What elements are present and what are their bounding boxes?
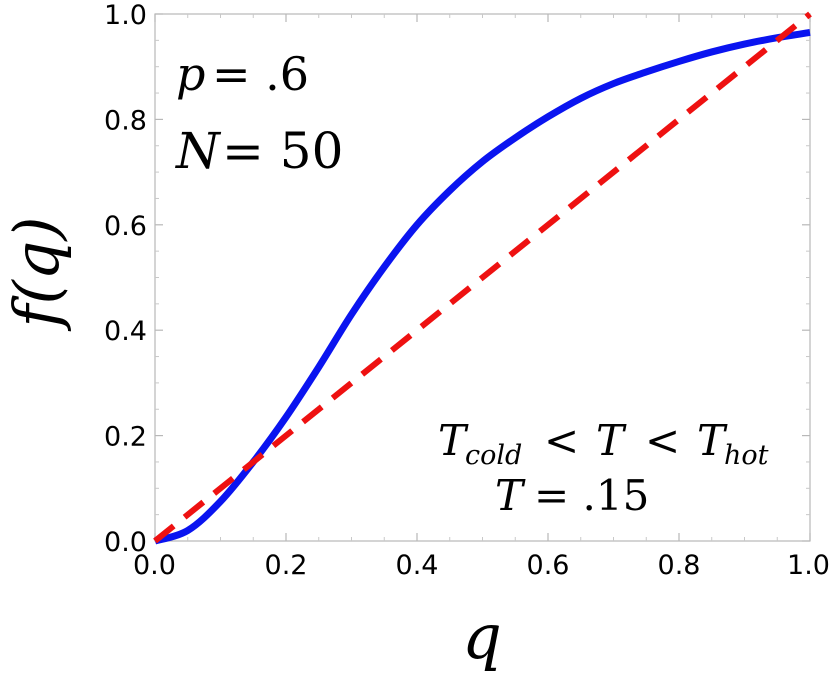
annotation-n-symbol: N <box>175 122 222 180</box>
y-tick-label: 1.0 <box>104 0 147 31</box>
annotation-lt-1: < <box>544 416 579 465</box>
series-line-solid <box>153 28 811 545</box>
x-tick-label: 1.0 <box>787 550 830 581</box>
x-tick-label: 0.2 <box>265 550 308 581</box>
x-tick-label: 0.0 <box>133 550 176 581</box>
annotation-t-hot-sub: hot <box>724 440 769 471</box>
x-tick-label: 0.4 <box>396 550 439 581</box>
series-line-dashed <box>153 11 812 544</box>
y-axis-label: f(q) <box>0 216 73 331</box>
y-tick-label: 0.8 <box>104 105 147 136</box>
y-tick-label: 0.4 <box>104 316 147 347</box>
annotation-lt-2: < <box>645 416 680 465</box>
annotation-n: N = 50 <box>175 122 343 180</box>
x-axis-label: q <box>462 600 502 673</box>
series-group <box>153 11 812 545</box>
y-tick-label: 0.6 <box>104 211 147 242</box>
tick-labels: 0.0 0.2 0.4 0.6 0.8 1.0 0.0 0.2 0.4 0.6 0.8 1.0 <box>104 0 830 581</box>
annotation-p-value: = .6 <box>212 47 309 101</box>
annotation-t-hot: T <box>697 416 728 465</box>
annotation-t-number: = .15 <box>534 471 649 520</box>
x-tick-label: 0.8 <box>658 550 701 581</box>
annotation-t-cold-sub: cold <box>465 440 522 471</box>
annotation-n-value: = 50 <box>222 122 343 180</box>
annotation-p-symbol: p <box>176 47 205 101</box>
annotation-p: p = .6 <box>176 47 309 101</box>
annotation-t-cold: T <box>438 416 469 465</box>
y-tick-label: 0.0 <box>104 527 147 558</box>
annotation-t-value: T = .15 <box>495 471 649 520</box>
annotation-t-symbol: T <box>495 471 526 520</box>
y-tick-label: 0.2 <box>104 422 147 453</box>
annotation-t-mid: T <box>596 416 627 465</box>
annotation-temperature-range: T cold < T < T hot <box>438 416 769 471</box>
x-tick-label: 0.6 <box>527 550 570 581</box>
